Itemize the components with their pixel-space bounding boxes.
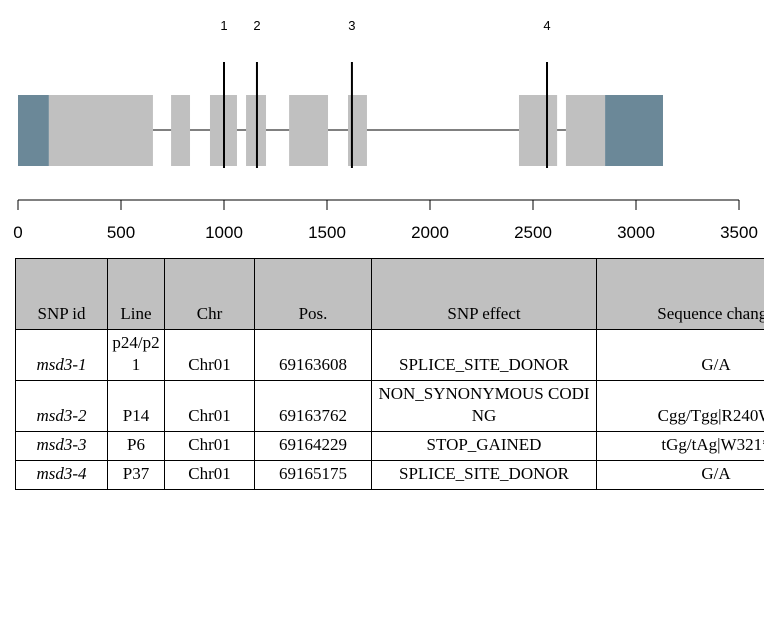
table-cell: 69164229 <box>254 431 372 461</box>
table-row: msd3-1 p24/p21 Chr01 69163608 SPLICE_SITE_DO… <box>15 329 764 381</box>
header-row: SNP id Line Chr Pos. SNP effect Sequence chan… <box>15 258 764 330</box>
table-cell: P6 <box>107 431 165 461</box>
header-cell: Pos. <box>254 258 372 330</box>
table-cell: P14 <box>107 380 165 432</box>
header-cell: SNP effect <box>371 258 597 330</box>
table-row: msd3-4 P37 Chr01 69165175 SPLICE_SITE_DONOR G… <box>15 460 764 490</box>
table-cell: Chr01 <box>164 460 255 490</box>
table-cell: Chr01 <box>164 431 255 461</box>
table-cell: 69163762 <box>254 380 372 432</box>
table-cell: SPLICE_SITE_DONOR <box>371 329 597 381</box>
exon <box>348 95 367 166</box>
x-tick-label: 0 <box>13 223 22 242</box>
table-cell: P37 <box>107 460 165 490</box>
header-cell: SNP id <box>15 258 108 330</box>
x-tick-label: 2500 <box>514 223 552 242</box>
snp-label: 4 <box>543 18 550 33</box>
header-cell: Line <box>107 258 165 330</box>
table-cell: NON_SYNONYMOUS CODING <box>371 380 597 432</box>
header-cell: Sequence change <box>596 258 764 330</box>
table-wrap: SNP id Line Chr Pos. SNP effect Sequence chan… <box>15 258 764 626</box>
table-cell: p24/p21 <box>107 329 165 381</box>
snp-table: SNP id Line Chr Pos. SNP effect Sequence chan… <box>15 258 764 490</box>
snp-label: 1 <box>220 18 227 33</box>
table-header: SNP id Line Chr Pos. SNP effect Sequence chan… <box>15 258 764 330</box>
exon <box>18 95 49 166</box>
x-tick-label: 500 <box>107 223 135 242</box>
exon <box>605 95 663 166</box>
table-cell: msd3-2 <box>15 380 108 432</box>
x-tick-label: 3500 <box>720 223 758 242</box>
exon <box>48 95 153 166</box>
table-cell: STOP_GAINED <box>371 431 597 461</box>
table-cell: Chr01 <box>164 380 255 432</box>
table-cell: 69163608 <box>254 329 372 381</box>
x-tick-label: 1000 <box>205 223 243 242</box>
table-cell: msd3-3 <box>15 431 108 461</box>
table-cell: G/A <box>596 329 764 381</box>
table-cell: Cgg/Tgg|R240W <box>596 380 764 432</box>
header-cell: Chr <box>164 258 255 330</box>
table-cell: Chr01 <box>164 329 255 381</box>
table-row: msd3-2 P14 Chr01 69163762 NON_SYNONYMOUS COD… <box>15 380 764 432</box>
exon <box>565 95 606 166</box>
table-cell: msd3-1 <box>15 329 108 381</box>
table-cell: G/A <box>596 460 764 490</box>
table-cell: tGg/tAg|W321* <box>596 431 764 461</box>
table-cell: 69165175 <box>254 460 372 490</box>
exon <box>518 95 558 166</box>
x-tick-label: 3000 <box>617 223 655 242</box>
exon <box>171 95 191 166</box>
snp-label: 3 <box>348 18 355 33</box>
table-cell: msd3-4 <box>15 460 108 490</box>
table-cell: SPLICE_SITE_DONOR <box>371 460 597 490</box>
exon <box>289 95 329 166</box>
gene-model: 1 2 3 4 0 500 1000 1500 2000 2500 3000 3500 <box>13 18 758 242</box>
snp-label: 2 <box>253 18 260 33</box>
x-tick-label: 1500 <box>308 223 346 242</box>
table-body: msd3-1 p24/p21 Chr01 69163608 SPLICE_SITE_DO… <box>15 329 764 490</box>
x-tick-label: 2000 <box>411 223 449 242</box>
table-row: msd3-3 P6 Chr01 69164229 STOP_GAINED tGg/tAg|… <box>15 431 764 461</box>
